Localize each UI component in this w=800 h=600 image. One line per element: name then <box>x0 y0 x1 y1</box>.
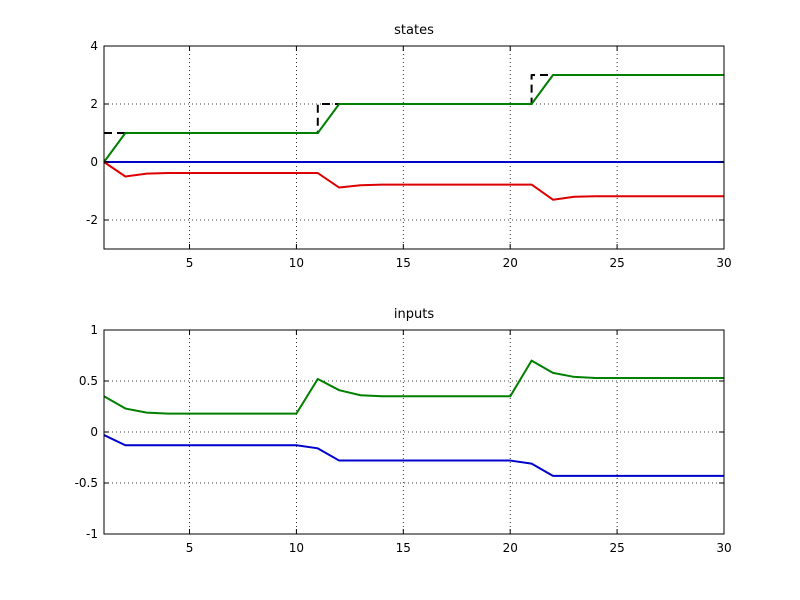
inputs-axes: 5 10 15 20 25 30 -1 -0.5 0 0.5 1 inputs <box>75 307 732 555</box>
inputs-xtick-label: 10 <box>289 541 304 555</box>
inputs-xtick-label: 5 <box>186 541 194 555</box>
states-xtick-label: 5 <box>186 256 194 270</box>
states-title: states <box>394 23 434 38</box>
inputs-series-1 <box>103 434 724 477</box>
inputs-ytick-label: 0.5 <box>79 374 98 388</box>
states-xtick-label: 20 <box>503 256 518 270</box>
states-series-1 <box>103 74 724 163</box>
states-xtick-label: 10 <box>289 256 304 270</box>
states-series-0 <box>104 74 724 134</box>
states-frame <box>103 45 725 250</box>
states-xtick-label: 30 <box>716 256 731 270</box>
states-ytick-label: 4 <box>90 39 98 53</box>
states-series-3 <box>103 161 724 201</box>
inputs-xtick-label: 25 <box>609 541 624 555</box>
inputs-xtick-label: 20 <box>503 541 518 555</box>
inputs-ytick-label: 0 <box>90 425 98 439</box>
states-ytick-label: -2 <box>86 213 98 227</box>
inputs-ytick-label: -0.5 <box>75 476 98 490</box>
states-xtick-label: 25 <box>609 256 624 270</box>
states-axes: 5 10 15 20 25 30 -2 0 2 4 states <box>86 23 732 270</box>
inputs-ytick-label: -1 <box>86 527 98 541</box>
states-ytick-label: 0 <box>90 155 98 169</box>
inputs-title: inputs <box>394 307 434 322</box>
inputs-series-0 <box>103 359 724 415</box>
states-xtick-label: 15 <box>396 256 411 270</box>
inputs-xtick-label: 30 <box>716 541 731 555</box>
inputs-xtick-label: 15 <box>396 541 411 555</box>
inputs-ytick-label: 1 <box>90 323 98 337</box>
states-ytick-label: 2 <box>90 97 98 111</box>
